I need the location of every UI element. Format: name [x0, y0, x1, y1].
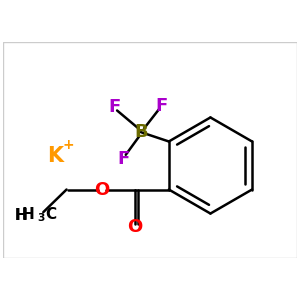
Text: +: + — [63, 138, 74, 152]
Text: $\mathregular{_3}$C: $\mathregular{_3}$C — [37, 205, 57, 224]
Text: H: H — [21, 207, 34, 222]
Text: K: K — [47, 146, 64, 166]
Text: F: F — [155, 97, 167, 115]
Text: O: O — [94, 181, 110, 199]
Text: H: H — [15, 208, 28, 224]
Text: H: H — [15, 208, 28, 224]
Text: F: F — [109, 98, 121, 116]
Text: F: F — [118, 149, 130, 167]
Text: B: B — [134, 123, 148, 141]
Text: O: O — [127, 218, 142, 236]
